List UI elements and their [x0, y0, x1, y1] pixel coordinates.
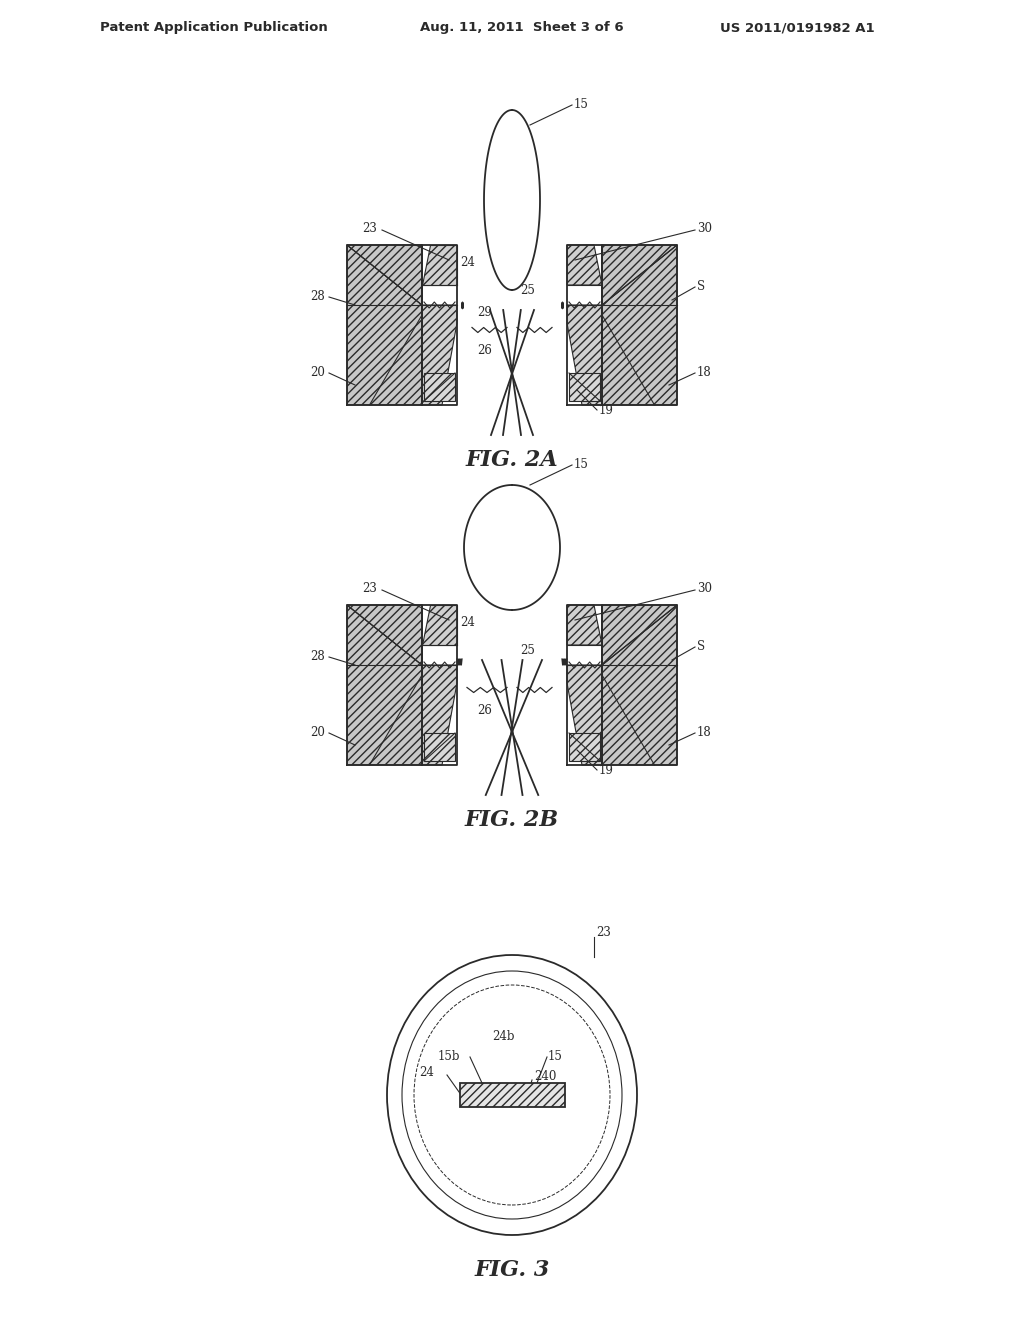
Text: 24: 24: [419, 1067, 434, 1080]
Text: 29: 29: [477, 305, 492, 318]
Polygon shape: [602, 246, 677, 305]
Polygon shape: [602, 246, 677, 405]
Polygon shape: [569, 374, 600, 401]
Polygon shape: [422, 665, 457, 766]
Text: 15: 15: [574, 458, 589, 470]
Polygon shape: [567, 605, 602, 645]
Polygon shape: [422, 605, 457, 645]
Text: FIG. 3: FIG. 3: [474, 1259, 550, 1280]
Text: 18: 18: [697, 366, 712, 379]
Text: 24: 24: [460, 616, 475, 630]
Text: 15: 15: [548, 1051, 563, 1064]
Polygon shape: [422, 305, 457, 405]
Text: US 2011/0191982 A1: US 2011/0191982 A1: [720, 21, 874, 34]
Text: 24b: 24b: [492, 1031, 514, 1044]
Text: 20: 20: [310, 726, 325, 738]
Text: 19: 19: [599, 404, 613, 417]
Text: 28: 28: [310, 651, 325, 664]
Polygon shape: [567, 246, 602, 285]
Text: 23: 23: [596, 927, 611, 940]
Text: 23: 23: [362, 582, 377, 595]
Polygon shape: [569, 733, 600, 762]
Text: 26: 26: [477, 343, 492, 356]
Text: S: S: [697, 281, 706, 293]
Polygon shape: [347, 605, 422, 766]
Text: 15: 15: [574, 98, 589, 111]
Text: 240: 240: [534, 1071, 556, 1084]
Polygon shape: [567, 305, 602, 405]
Text: 25: 25: [520, 644, 535, 656]
Polygon shape: [347, 246, 422, 405]
Text: FIG. 2B: FIG. 2B: [465, 809, 559, 832]
Text: FIG. 2A: FIG. 2A: [466, 449, 558, 471]
Text: Aug. 11, 2011  Sheet 3 of 6: Aug. 11, 2011 Sheet 3 of 6: [420, 21, 624, 34]
Text: 19: 19: [599, 764, 613, 777]
Polygon shape: [424, 374, 455, 401]
Text: 20: 20: [310, 366, 325, 379]
Text: S: S: [697, 640, 706, 653]
Bar: [460, 1082, 564, 1107]
Polygon shape: [347, 605, 422, 665]
Polygon shape: [602, 605, 677, 665]
Text: 25: 25: [520, 284, 535, 297]
Text: 23: 23: [362, 223, 377, 235]
Text: 18: 18: [697, 726, 712, 738]
Polygon shape: [602, 605, 677, 766]
Text: 15b: 15b: [437, 1051, 460, 1064]
Polygon shape: [347, 246, 422, 305]
Polygon shape: [422, 246, 457, 285]
Polygon shape: [424, 733, 455, 762]
Text: 26: 26: [477, 704, 492, 717]
Text: 24: 24: [460, 256, 475, 269]
Polygon shape: [567, 665, 602, 766]
Text: 30: 30: [697, 582, 712, 595]
Text: 28: 28: [310, 290, 325, 304]
Text: Patent Application Publication: Patent Application Publication: [100, 21, 328, 34]
Text: 30: 30: [697, 223, 712, 235]
